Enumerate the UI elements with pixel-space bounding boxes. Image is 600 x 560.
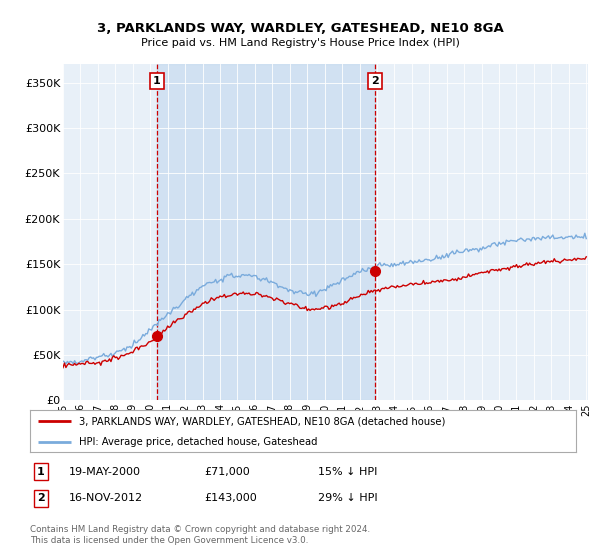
Text: Contains HM Land Registry data © Crown copyright and database right 2024.
This d: Contains HM Land Registry data © Crown c…	[30, 525, 370, 545]
Text: 19-MAY-2000: 19-MAY-2000	[69, 466, 141, 477]
Text: £143,000: £143,000	[204, 493, 257, 503]
Text: HPI: Average price, detached house, Gateshead: HPI: Average price, detached house, Gate…	[79, 437, 317, 447]
Text: 3, PARKLANDS WAY, WARDLEY, GATESHEAD, NE10 8GA: 3, PARKLANDS WAY, WARDLEY, GATESHEAD, NE…	[97, 22, 503, 35]
Text: 15% ↓ HPI: 15% ↓ HPI	[318, 466, 377, 477]
Text: 1: 1	[37, 466, 44, 477]
Text: 29% ↓ HPI: 29% ↓ HPI	[318, 493, 377, 503]
Text: 2: 2	[371, 76, 379, 86]
Text: £71,000: £71,000	[204, 466, 250, 477]
Text: 2: 2	[37, 493, 44, 503]
Text: 1: 1	[153, 76, 161, 86]
Bar	[157, 64, 374, 400]
Text: 3, PARKLANDS WAY, WARDLEY, GATESHEAD, NE10 8GA (detached house): 3, PARKLANDS WAY, WARDLEY, GATESHEAD, NE…	[79, 417, 446, 426]
Text: 16-NOV-2012: 16-NOV-2012	[69, 493, 143, 503]
Text: Price paid vs. HM Land Registry's House Price Index (HPI): Price paid vs. HM Land Registry's House …	[140, 38, 460, 48]
